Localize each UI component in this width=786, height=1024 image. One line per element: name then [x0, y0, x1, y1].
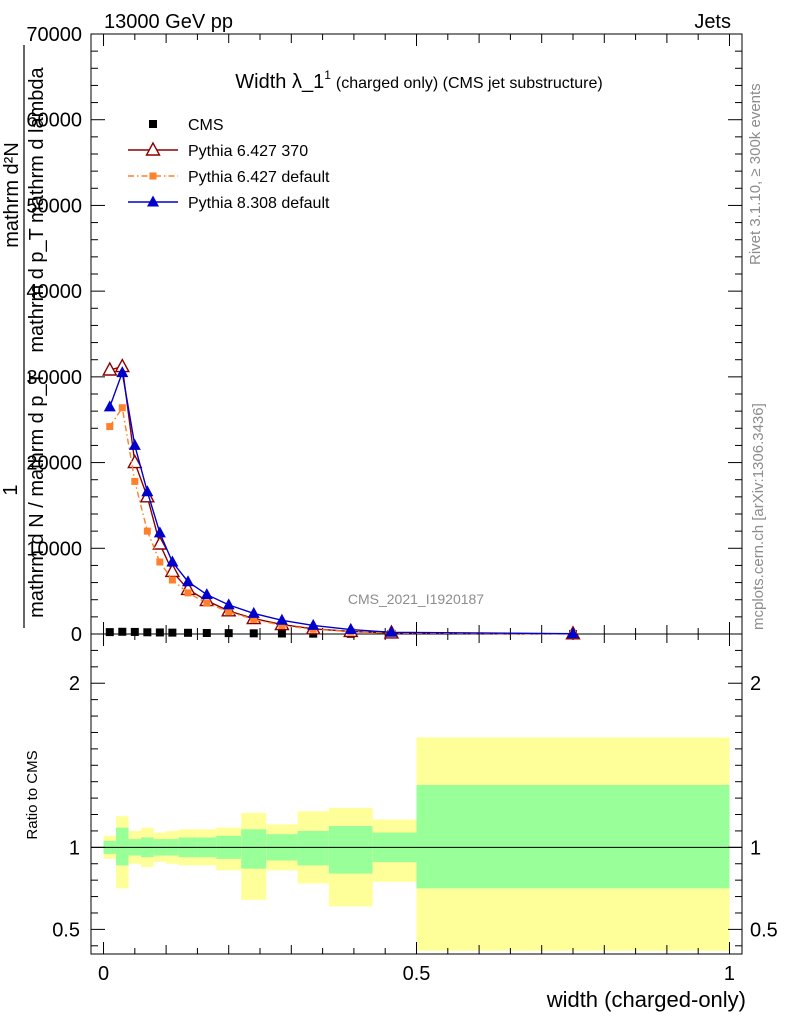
series-3-point-2	[128, 438, 141, 450]
series-3-point-8	[222, 598, 235, 610]
series-line-1	[109, 365, 573, 635]
series-2-point-7	[203, 599, 211, 607]
series-3-point-5	[166, 555, 179, 567]
title-sup: 1	[324, 68, 331, 82]
series-line-2	[109, 405, 573, 635]
legend-marker-1	[145, 141, 161, 156]
y-tick-label-3: 30000	[26, 367, 82, 389]
series-3-point-4	[153, 526, 166, 538]
series-2-point-3	[143, 527, 151, 535]
ratio-band-inner-14	[416, 784, 730, 889]
series-0-point-0	[105, 628, 114, 637]
y-tick-label-5: 50000	[26, 195, 82, 217]
series-2-point-5	[168, 576, 176, 584]
rivet-label: Rivet 3.1.10, ≥ 300k events	[747, 83, 764, 265]
y-label-main: mathrm d N / mathrm d p_T	[26, 372, 48, 618]
ratio-tick-label-right-1: 1	[750, 837, 761, 859]
ratio-bands	[103, 737, 730, 951]
ratio-band-inner-12	[328, 826, 373, 874]
ratio-band-inner-9	[241, 829, 267, 869]
x-tick-label-1: 0.5	[403, 963, 431, 985]
series-2-point-9	[250, 615, 258, 623]
legend-label-2: Pythia 6.427 default	[188, 169, 330, 186]
series-0-point-2	[130, 627, 139, 636]
series-layer	[102, 358, 581, 640]
legend-label-1: Pythia 6.427 370	[188, 143, 308, 160]
series-2-point-2	[131, 477, 139, 485]
series-3-point-3	[141, 485, 154, 497]
series-3-point-10	[275, 613, 288, 625]
series-2-point-4	[156, 558, 164, 566]
series-0-point-4	[155, 628, 164, 637]
series-2-point-1	[118, 404, 126, 412]
x-tick-label-2: 1	[724, 963, 735, 985]
series-3	[103, 366, 579, 639]
y-label-numerator: 1	[0, 484, 22, 495]
ratio-tick-label-right-0: 0.5	[750, 919, 778, 941]
series-3-point-9	[247, 606, 260, 618]
series-3-point-11	[307, 618, 320, 630]
series-3-point-14	[566, 627, 579, 639]
y-axis-label: 1 mathrm d²N mathrm d N / mathrm d p_T m…	[0, 45, 48, 628]
series-3-point-6	[182, 575, 195, 587]
ratio-tick-label-left-2: 2	[69, 673, 80, 695]
series-0-point-1	[118, 627, 127, 636]
legend: CMS Pythia 6.427 370 Pythia 6.427 default P…	[128, 117, 330, 212]
series-1-point-0	[102, 361, 118, 376]
ratio-band-inner-1	[116, 827, 129, 866]
energy-label: 13000 GeV pp	[104, 11, 233, 33]
title-sub: (charged only) (CMS jet substructure)	[336, 75, 603, 92]
legend-marker-0	[149, 120, 157, 128]
legend-marker-3	[147, 195, 159, 207]
x-axis-label: width (charged-only)	[546, 987, 746, 1012]
series-line-3	[109, 369, 573, 635]
series-3-point-0	[103, 400, 116, 412]
y-tick-label-7: 70000	[26, 24, 82, 46]
legend-marker-2	[149, 172, 157, 180]
series-3-point-13	[385, 625, 398, 637]
y-label-extra: mathrm d p_T mathrm d lambda	[26, 66, 48, 352]
legend-label-0: CMS	[188, 117, 224, 134]
legend-label-3: Pythia 8.308 default	[188, 195, 330, 212]
y-tick-label-2: 20000	[26, 453, 82, 475]
ratio-y-label: Ratio to CMS	[24, 750, 41, 839]
y-tick-label-1: 10000	[26, 538, 82, 560]
series-0-point-9	[249, 629, 258, 638]
mcplots-label: mcplots.cern.ch [arXiv:1306.3436]	[750, 403, 767, 630]
series-3-point-1	[116, 366, 129, 378]
y-tick-label-0: 0	[71, 624, 82, 646]
y-tick-label-6: 60000	[26, 110, 82, 132]
series-2	[106, 404, 577, 638]
series-2-point-0	[106, 423, 114, 431]
series-2-point-6	[184, 589, 192, 597]
y-tick-label-4: 40000	[26, 281, 82, 303]
series-0-point-5	[168, 628, 177, 637]
series-1	[102, 358, 581, 640]
series-0-point-8	[224, 629, 233, 638]
ratio-tick-label-left-0: 0.5	[52, 919, 80, 941]
x-tick-label-0: 0	[98, 963, 109, 985]
title-main: Width λ_1	[235, 71, 324, 93]
ratio-tick-label-left-1: 1	[69, 837, 80, 859]
series-2-point-8	[225, 608, 233, 616]
category-label: Jets	[694, 11, 731, 33]
series-3-point-7	[200, 588, 213, 600]
series-1-point-4	[152, 535, 168, 550]
axes-ticks: 0 0.5 1 0 10000 20000 30000 40000 50000 60000 7000…	[26, 24, 777, 985]
series-0-point-10	[277, 629, 286, 638]
series-0-point-3	[143, 628, 152, 637]
series-0-point-6	[184, 628, 193, 637]
series-1-point-5	[164, 562, 181, 578]
plot-title: Width λ_11 (charged only) (CMS jet substr…	[235, 68, 602, 93]
series-3-point-12	[344, 623, 357, 635]
ratio-tick-label-right-2: 2	[750, 673, 761, 695]
y-label-top: mathrm d²N	[1, 142, 23, 248]
series-0-point-7	[202, 628, 211, 637]
series-2-point-10	[278, 621, 286, 629]
ratio-band-inner-11	[297, 830, 329, 866]
analysis-watermark: CMS_2021_I1920187	[348, 591, 484, 607]
